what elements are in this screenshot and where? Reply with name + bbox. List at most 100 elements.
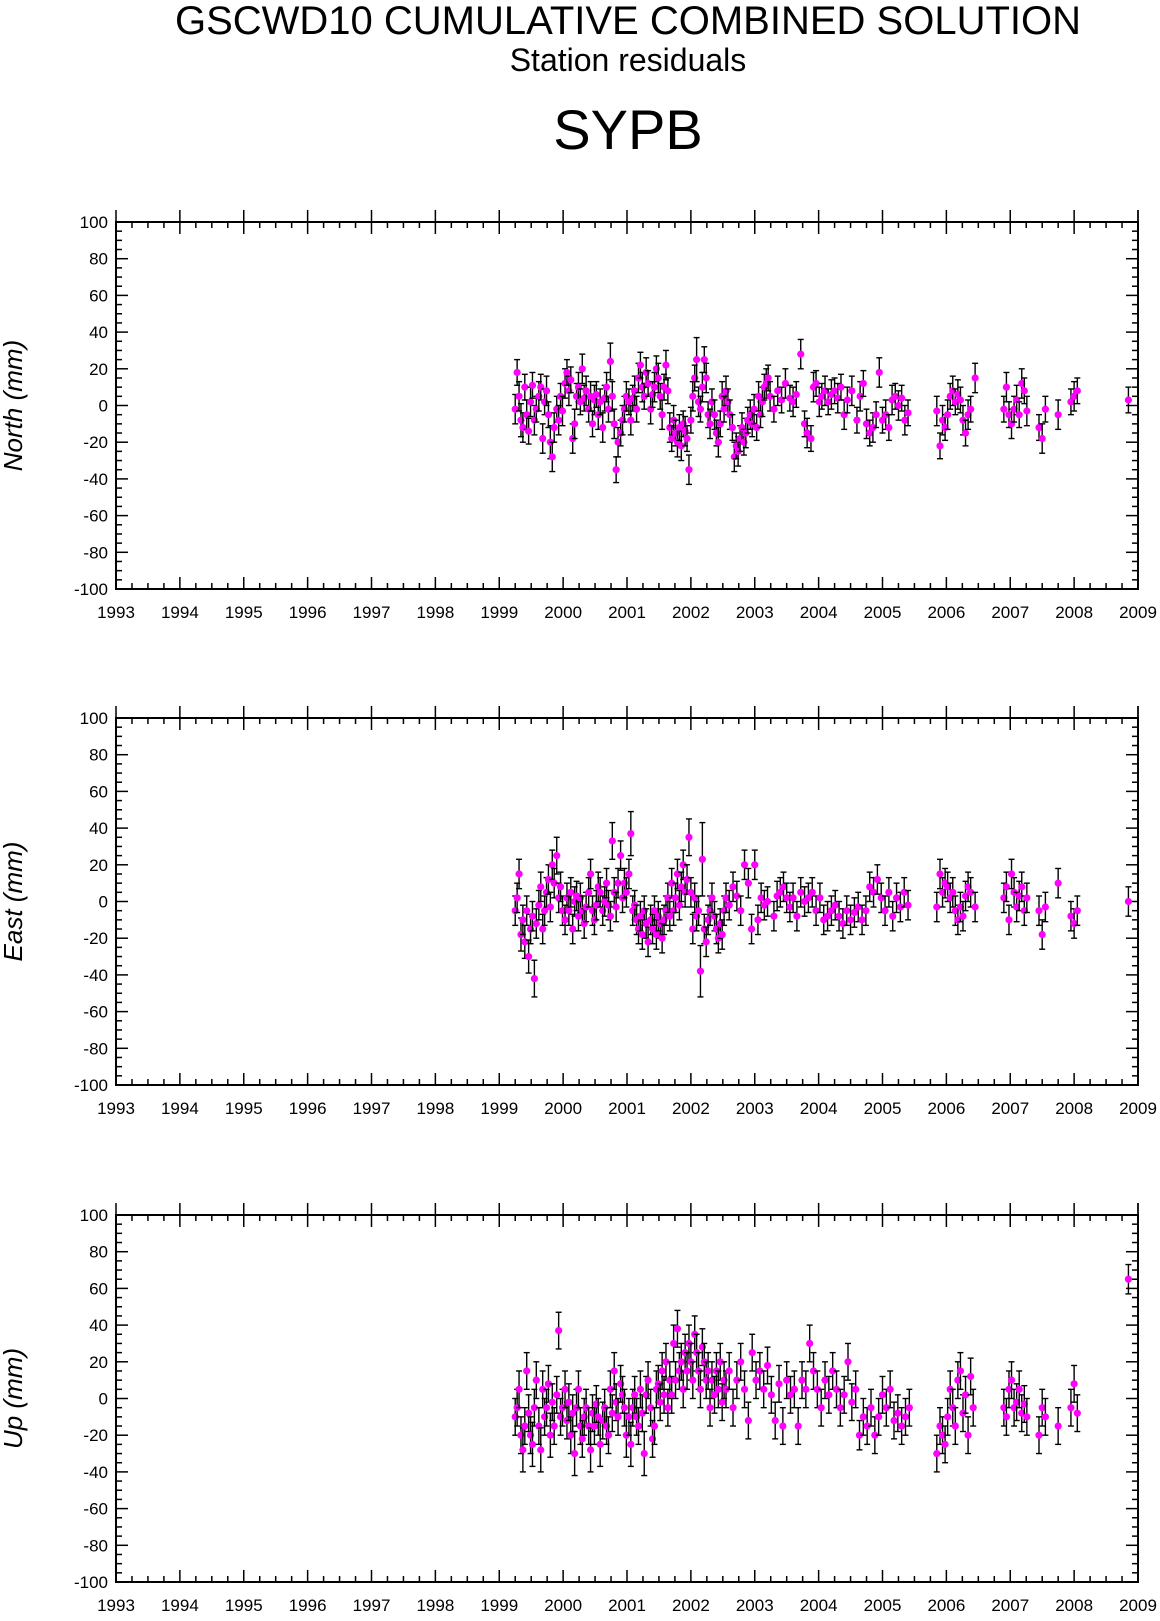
east-data-point	[625, 870, 633, 878]
north-data-point	[687, 416, 695, 424]
up-data-point	[767, 1391, 775, 1399]
east-data-point	[648, 925, 657, 933]
north-data-point	[602, 383, 611, 391]
north-y-axis-title: North (mm)	[0, 340, 28, 471]
east-data-point	[569, 925, 577, 933]
east-data-point	[513, 894, 521, 902]
north-data-point	[526, 398, 535, 406]
east-y-tick-label: -80	[83, 1039, 108, 1058]
east-data-point	[606, 912, 614, 920]
up-data-point	[740, 1385, 749, 1393]
east-data-point	[561, 916, 569, 924]
north-y-tick-label: -20	[83, 433, 108, 452]
up-data-point	[1023, 1413, 1031, 1421]
east-x-tick-label: 2000	[544, 1099, 582, 1118]
east-data-point	[866, 883, 874, 891]
north-data-point	[1000, 405, 1008, 413]
up-data-point	[752, 1376, 760, 1384]
up-x-tick-label: 1998	[416, 1596, 454, 1615]
north-data-point	[797, 350, 805, 358]
north-data-point	[606, 357, 614, 366]
up-data-point	[569, 1409, 577, 1417]
east-y-tick-label: 20	[89, 856, 108, 875]
east-data-point	[816, 894, 824, 902]
up-data-point	[875, 1413, 883, 1421]
east-data-point	[754, 916, 762, 924]
north-data-point	[571, 420, 579, 428]
north-data-point	[891, 392, 899, 400]
east-data-point	[804, 894, 813, 902]
east-data-point	[843, 907, 851, 915]
north-data-point	[971, 374, 979, 382]
east-data-point	[881, 907, 889, 915]
east-x-tick-label: 1997	[353, 1099, 391, 1118]
up-data-point	[546, 1431, 554, 1439]
north-data-point	[754, 392, 763, 400]
up-data-point	[725, 1367, 733, 1375]
north-data-point	[1054, 411, 1062, 419]
up-data-point	[662, 1358, 670, 1366]
east-x-tick-label: 2008	[1055, 1099, 1093, 1118]
east-data-point	[904, 901, 912, 909]
east-data-point	[733, 892, 741, 900]
up-data-point	[565, 1398, 573, 1406]
east-data-point	[967, 888, 975, 896]
up-data-point	[748, 1349, 756, 1357]
up-data-point	[627, 1440, 635, 1448]
up-data-point	[733, 1376, 741, 1384]
north-data-point	[728, 423, 736, 432]
north-data-point	[599, 423, 607, 432]
north-x-tick-label: 1993	[97, 603, 135, 622]
east-y-tick-label: 40	[89, 819, 108, 838]
up-data-point	[640, 1449, 648, 1458]
east-data-point	[596, 888, 604, 896]
up-data-point	[532, 1376, 540, 1384]
up-data-point	[941, 1440, 949, 1448]
north-data-point	[632, 405, 641, 413]
north-data-point	[1023, 407, 1031, 415]
east-x-tick-label: 2002	[672, 1099, 710, 1118]
up-x-tick-label: 2009	[1119, 1596, 1157, 1615]
up-data-point	[878, 1391, 887, 1399]
up-data-point	[779, 1422, 787, 1430]
up-data-point	[890, 1416, 898, 1425]
east-data-point	[622, 888, 630, 896]
up-data-point	[679, 1385, 687, 1393]
up-data-point	[706, 1404, 714, 1412]
up-data-point	[586, 1446, 595, 1454]
north-data-point	[513, 368, 521, 377]
up-data-point	[660, 1391, 668, 1399]
east-data-point	[892, 894, 901, 902]
north-data-point	[824, 398, 832, 406]
east-data-point	[638, 930, 646, 939]
north-data-point	[800, 420, 809, 428]
up-data-point	[936, 1422, 944, 1430]
up-data-point	[802, 1385, 810, 1393]
north-x-tick-label: 2004	[800, 603, 838, 622]
north-data-point	[753, 423, 761, 432]
chart-subtitle: Station residuals	[509, 42, 747, 78]
east-data-point	[539, 925, 547, 933]
east-y-tick-label: -60	[83, 1003, 108, 1022]
north-data-point	[693, 356, 701, 364]
east-x-tick-label: 2005	[864, 1099, 902, 1118]
up-data-point	[636, 1385, 645, 1393]
up-data-point	[961, 1391, 970, 1399]
north-data-point	[662, 361, 670, 369]
north-data-point	[866, 429, 874, 437]
up-y-tick-label: -40	[83, 1463, 108, 1482]
east-data-point	[671, 894, 680, 902]
up-data-point	[790, 1385, 798, 1393]
east-data-point	[858, 916, 866, 924]
north-data-point	[689, 392, 697, 400]
up-data-point	[1010, 1404, 1018, 1412]
north-data-point	[1038, 434, 1046, 443]
east-data-point	[675, 901, 683, 909]
up-x-tick-label: 1995	[225, 1596, 263, 1615]
up-x-tick-label: 2000	[544, 1596, 582, 1615]
north-data-point	[588, 420, 597, 428]
up-data-point	[1041, 1413, 1049, 1421]
up-data-point	[714, 1385, 722, 1393]
north-data-point	[539, 434, 547, 443]
